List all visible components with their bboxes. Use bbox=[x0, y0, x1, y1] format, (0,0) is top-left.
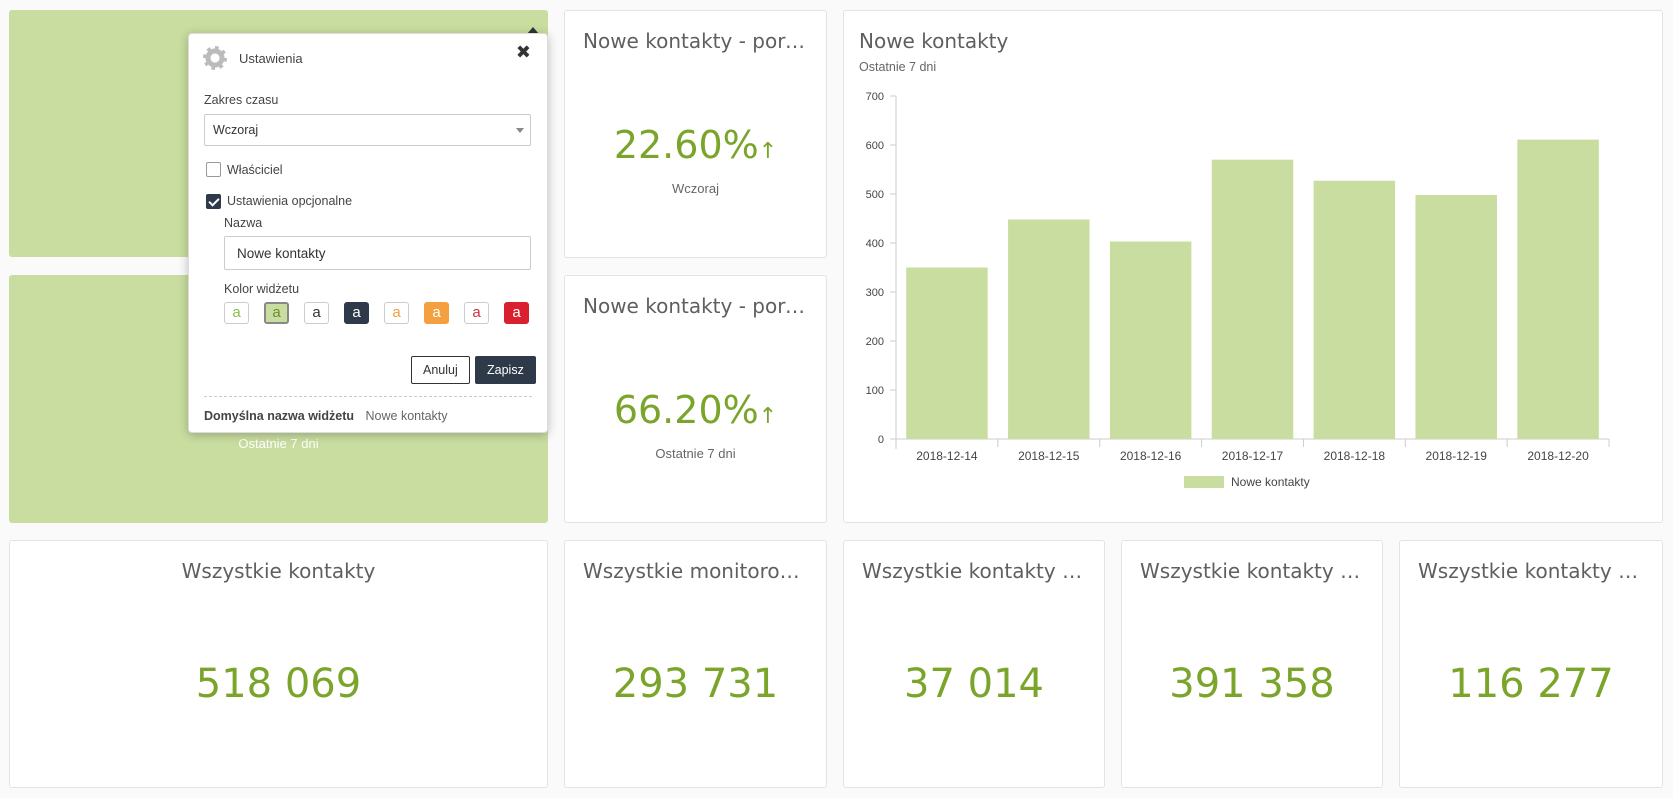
stat-widget-2: Wszystkie monitorow... 293 731 bbox=[564, 540, 827, 788]
compare-period: Ostatnie 7 dni bbox=[655, 446, 736, 461]
stat-widget-4: Wszystkie kontakty ze... 391 358 bbox=[1121, 540, 1383, 788]
default-name-label: Domyślna nazwa widżetu bbox=[204, 409, 355, 423]
green-widget-subtitle: Ostatnie 7 dni bbox=[238, 436, 319, 451]
x-tick-label: 2018-12-18 bbox=[1324, 449, 1386, 463]
chart-title: Nowe kontakty bbox=[859, 29, 1009, 53]
y-tick-label: 500 bbox=[866, 189, 884, 201]
collapse-icon[interactable] bbox=[527, 27, 539, 34]
arrow-up-icon: ↑ bbox=[758, 139, 778, 164]
color-swatch[interactable]: a bbox=[344, 302, 369, 324]
color-swatch[interactable]: a bbox=[264, 302, 289, 324]
time-range-value: Wczoraj bbox=[213, 123, 259, 137]
y-tick-label: 400 bbox=[866, 238, 884, 250]
x-tick-label: 2018-12-19 bbox=[1426, 449, 1488, 463]
compare-widget-2: Nowe kontakty - poró... 66.20%↑ Ostatnie… bbox=[564, 275, 827, 523]
widget-title: Wszystkie monitorow... bbox=[583, 559, 814, 583]
y-tick-label: 0 bbox=[878, 434, 884, 446]
chart-subtitle: Ostatnie 7 dni bbox=[859, 60, 937, 74]
bar bbox=[1415, 194, 1497, 439]
close-icon[interactable]: ✖ bbox=[515, 42, 531, 62]
owner-label: Właściciel bbox=[227, 163, 283, 177]
chart-widget: Nowe kontakty Ostatnie 7 dni 0 100 200 300 4… bbox=[843, 10, 1663, 523]
widget-color-label: Kolor widżetu bbox=[224, 282, 300, 296]
stat-value: 293 731 bbox=[612, 661, 779, 707]
widget-title: Wszystkie kontakty ze... bbox=[862, 559, 1104, 583]
time-range-select[interactable]: Wczoraj bbox=[204, 114, 531, 146]
widget-title: Nowe kontakty - poró... bbox=[583, 29, 816, 53]
divider bbox=[204, 396, 532, 397]
stat-widget-1: Wszystkie kontakty 518 069 bbox=[9, 540, 548, 788]
stat-value: 116 277 bbox=[1448, 661, 1614, 707]
widget-title: Wszystkie kontakty bbox=[181, 559, 376, 583]
stat-widget-5: Wszystkie kontakty ze... 116 277 bbox=[1399, 540, 1663, 788]
bar bbox=[1517, 139, 1599, 440]
compare-period: Wczoraj bbox=[672, 181, 719, 196]
x-tick-label: 2018-12-15 bbox=[1018, 449, 1080, 463]
x-tick-label: 2018-12-16 bbox=[1120, 449, 1182, 463]
widget-title: Wszystkie kontakty ze... bbox=[1140, 559, 1382, 583]
y-tick-label: 600 bbox=[866, 140, 884, 152]
widget-title: Nowe kontakty - poró... bbox=[583, 294, 816, 318]
color-swatch[interactable]: a bbox=[424, 302, 449, 324]
bar bbox=[1313, 180, 1396, 439]
stat-value: 518 069 bbox=[195, 661, 362, 707]
y-tick-label: 100 bbox=[866, 385, 884, 397]
x-tick-label: 2018-12-17 bbox=[1222, 449, 1284, 463]
chevron-down-icon bbox=[516, 128, 524, 133]
x-tick-label: 2018-12-20 bbox=[1527, 449, 1589, 463]
owner-checkbox[interactable] bbox=[206, 162, 221, 177]
color-swatch[interactable]: a bbox=[464, 302, 489, 324]
bar bbox=[906, 267, 988, 439]
default-name-row: Domyślna nazwa widżetu Nowe kontakty bbox=[204, 409, 448, 423]
bar bbox=[1211, 159, 1294, 439]
color-swatch[interactable]: a bbox=[384, 302, 409, 324]
name-input[interactable]: Nowe kontakty bbox=[224, 236, 531, 270]
x-tick-label: 2018-12-14 bbox=[916, 449, 978, 463]
optional-settings-label: Ustawienia opcjonalne bbox=[227, 194, 353, 208]
color-swatch[interactable]: a bbox=[224, 302, 249, 324]
gear-icon bbox=[203, 46, 227, 70]
settings-modal: Ustawienia ✖ Zakres czasu Wczoraj Właści… bbox=[188, 33, 548, 433]
legend-label: Nowe kontakty bbox=[1231, 475, 1310, 489]
stat-value: 391 358 bbox=[1169, 661, 1335, 707]
optional-settings-checkbox[interactable] bbox=[206, 194, 221, 209]
arrow-up-icon: ↑ bbox=[758, 404, 778, 429]
bar bbox=[1109, 241, 1192, 439]
bar bbox=[1008, 219, 1090, 439]
stat-value: 37 014 bbox=[904, 661, 1044, 707]
modal-title: Ustawienia bbox=[239, 50, 303, 66]
y-tick-label: 300 bbox=[866, 287, 884, 299]
name-label: Nazwa bbox=[224, 216, 263, 230]
compare-value: 66.20%↑ bbox=[613, 388, 778, 432]
y-tick-label: 700 bbox=[866, 91, 884, 103]
bar-chart: 0 100 200 300 400 500 600 700 2018-12-14 2018-12-… bbox=[866, 91, 1610, 489]
default-name-value: Nowe kontakty bbox=[365, 409, 448, 423]
compare-widget-1: Nowe kontakty - poró... 22.60%↑ Wczoraj bbox=[564, 10, 827, 258]
modal-header: Ustawienia bbox=[203, 46, 303, 70]
time-range-label: Zakres czasu bbox=[204, 93, 279, 107]
stat-widget-3: Wszystkie kontakty ze... 37 014 bbox=[843, 540, 1105, 788]
y-tick-label: 200 bbox=[866, 336, 884, 348]
compare-value: 22.60%↑ bbox=[613, 123, 778, 167]
save-button[interactable]: Zapisz bbox=[475, 356, 536, 384]
color-swatch[interactable]: a bbox=[304, 302, 329, 324]
color-swatch[interactable]: a bbox=[504, 302, 529, 324]
legend-swatch bbox=[1184, 476, 1224, 488]
widget-title: Wszystkie kontakty ze... bbox=[1418, 559, 1660, 583]
cancel-button[interactable]: Anuluj bbox=[411, 356, 470, 384]
